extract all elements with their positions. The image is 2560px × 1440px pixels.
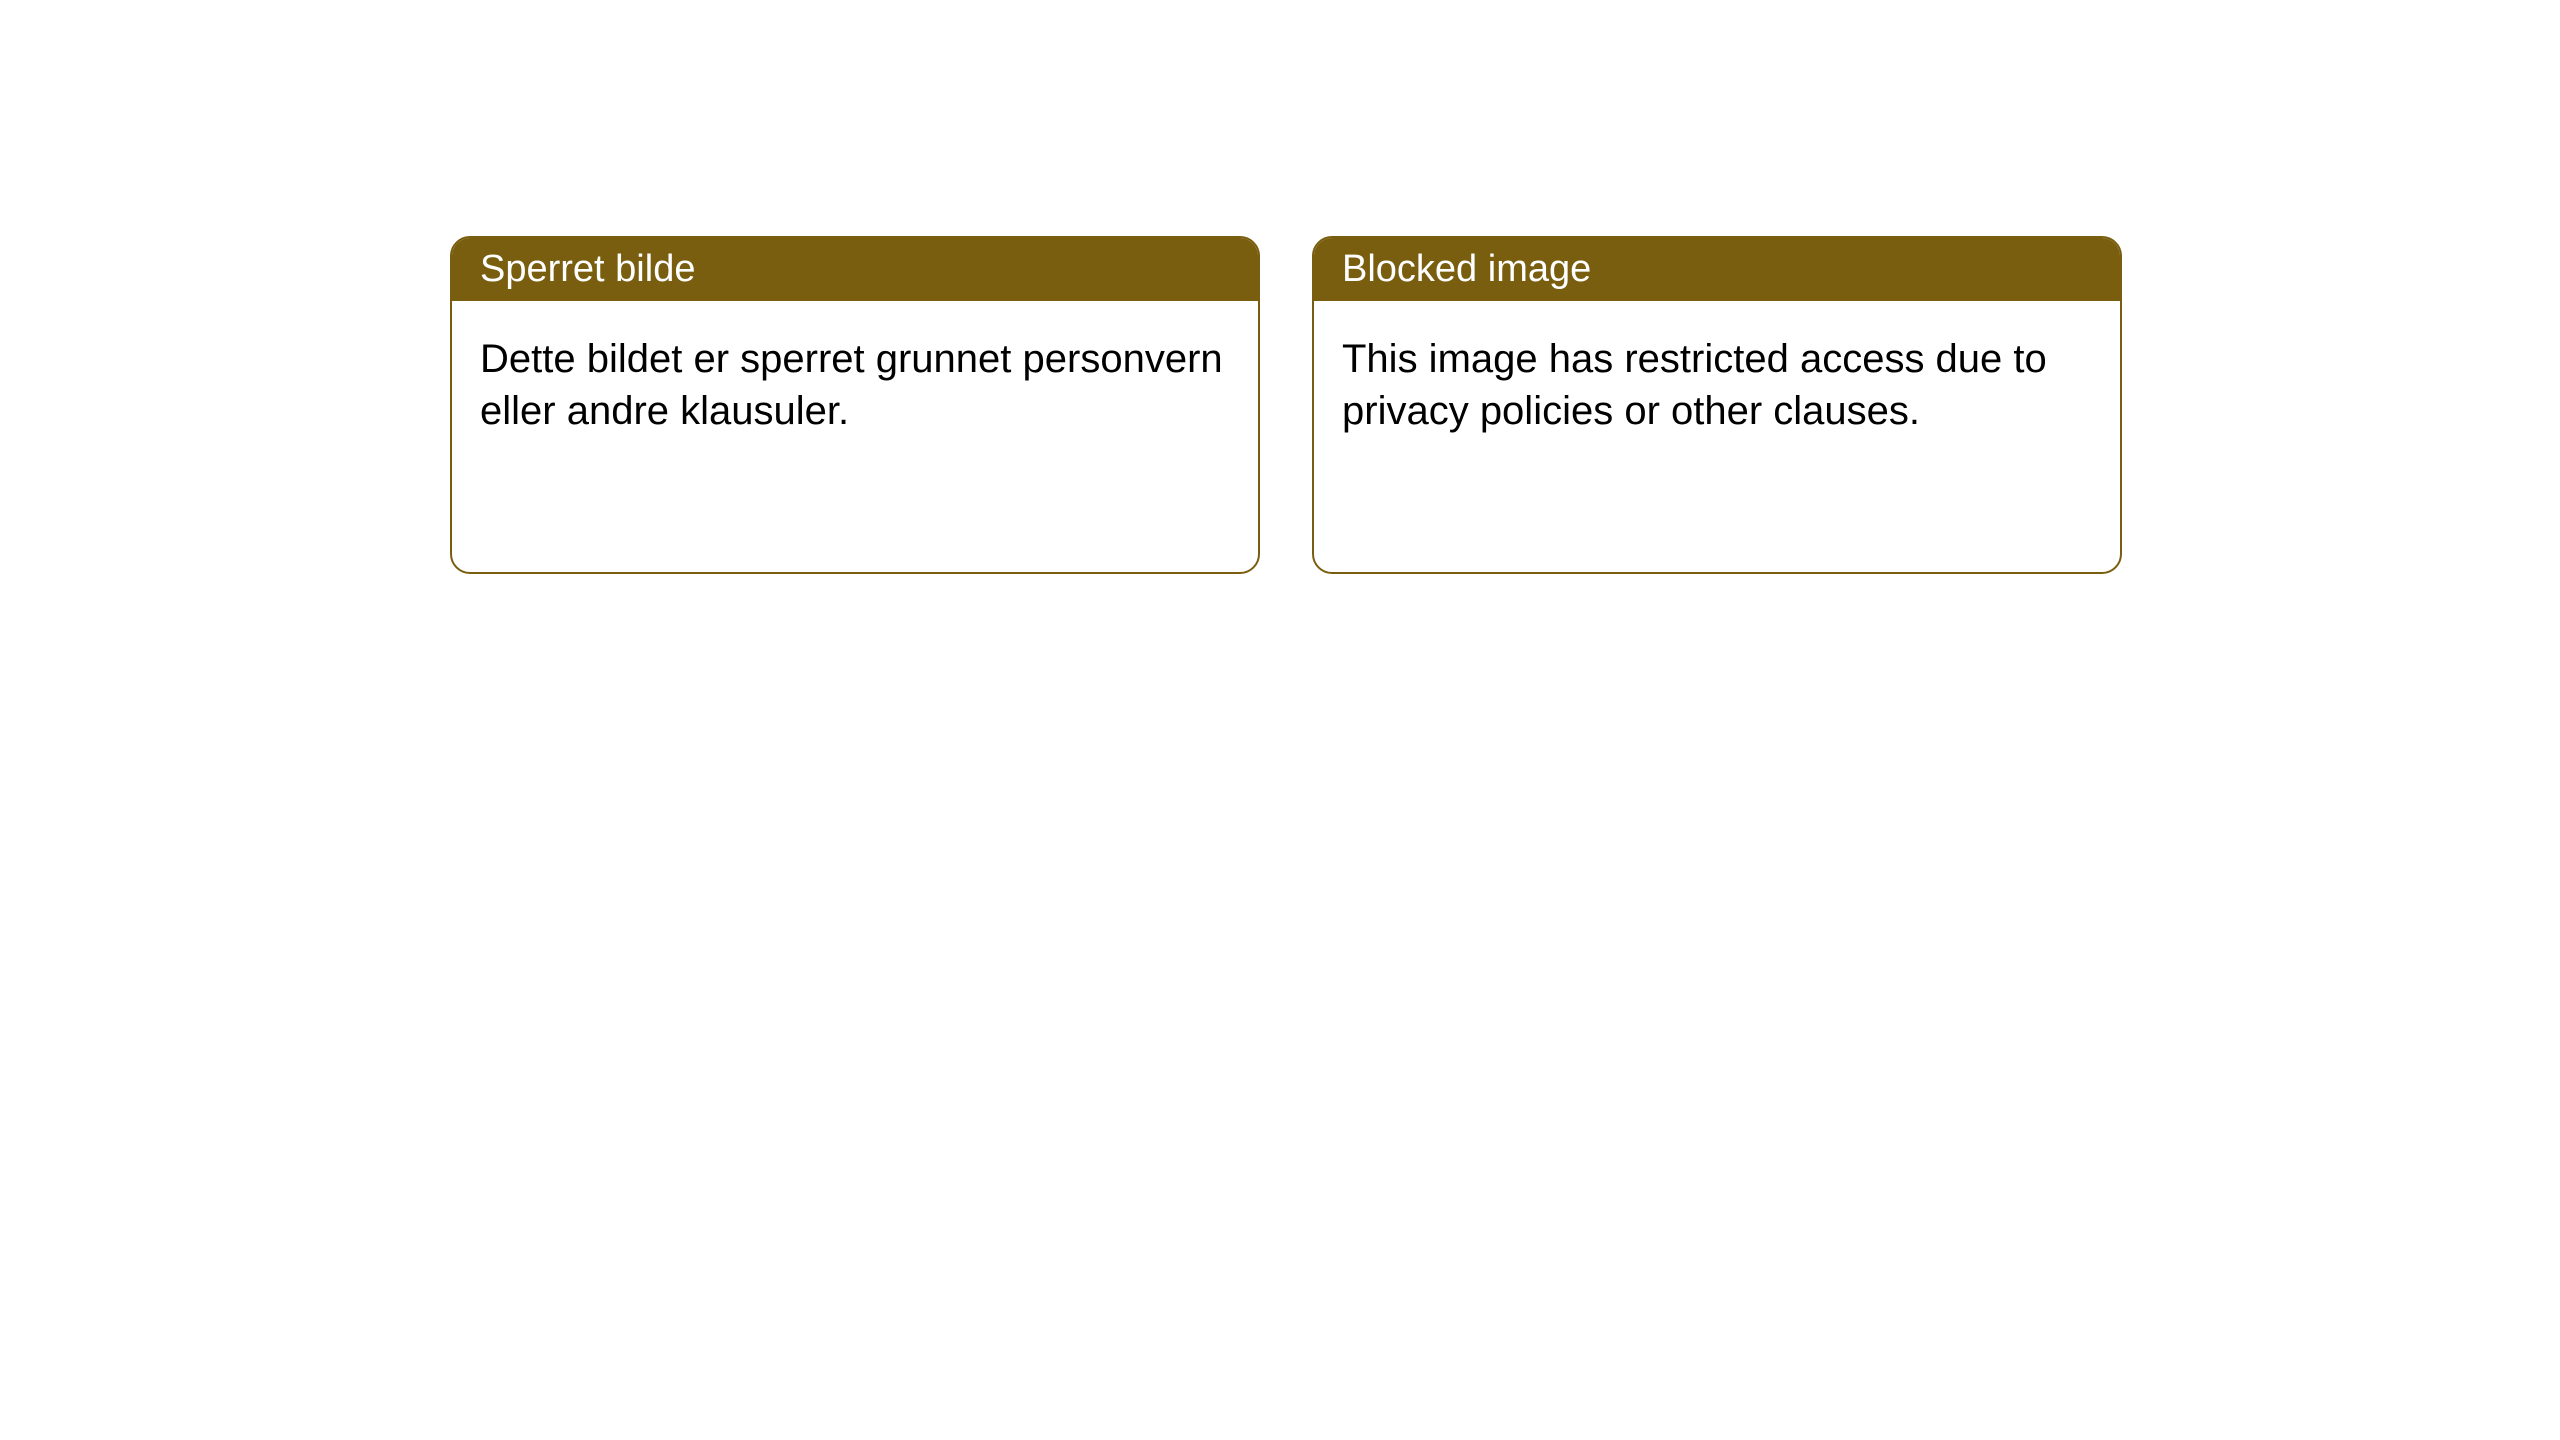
notice-card-norwegian: Sperret bilde Dette bildet er sperret gr…: [450, 236, 1260, 574]
notice-body: This image has restricted access due to …: [1314, 301, 2120, 469]
notice-header: Blocked image: [1314, 238, 2120, 301]
notice-text: Dette bildet er sperret grunnet personve…: [480, 337, 1223, 433]
notice-header: Sperret bilde: [452, 238, 1258, 301]
notice-text: This image has restricted access due to …: [1342, 337, 2047, 433]
notice-card-english: Blocked image This image has restricted …: [1312, 236, 2122, 574]
notice-title: Blocked image: [1342, 248, 1591, 290]
notice-container: Sperret bilde Dette bildet er sperret gr…: [0, 0, 2560, 574]
notice-body: Dette bildet er sperret grunnet personve…: [452, 301, 1258, 469]
notice-title: Sperret bilde: [480, 248, 695, 290]
